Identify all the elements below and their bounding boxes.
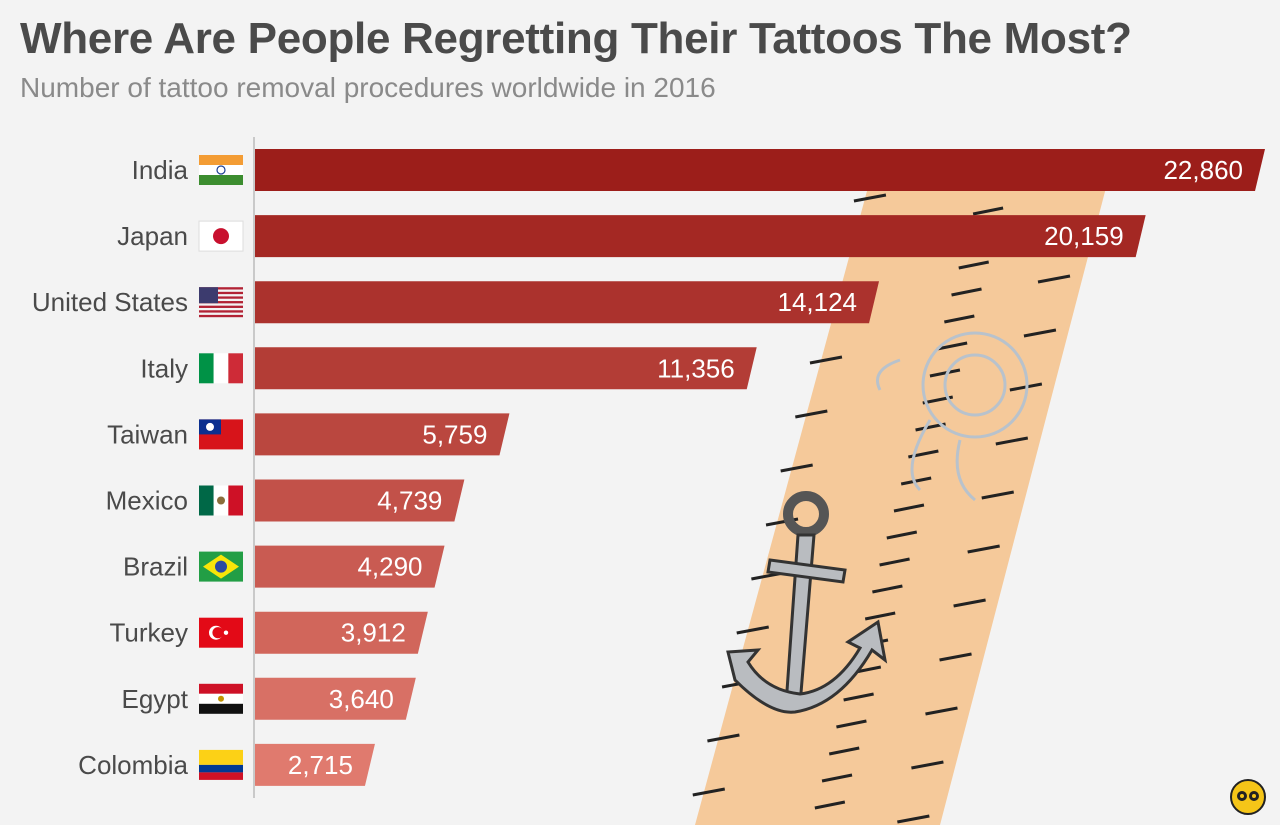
category-label: India	[132, 155, 189, 185]
arm-hair-stroke	[828, 746, 860, 756]
arm-hair-stroke	[736, 625, 769, 635]
bar-colombia	[255, 743, 375, 786]
arm-hair-stroke	[936, 341, 968, 351]
tattooed-arm-illustration	[692, 180, 1108, 825]
brazil-flag-icon	[199, 551, 243, 582]
arm-hair-stroke	[929, 368, 961, 378]
arm-hair-stroke	[843, 692, 874, 702]
value-label: 4,290	[357, 552, 422, 582]
arm-hair-stroke	[872, 584, 903, 594]
bar-taiwan	[255, 413, 510, 456]
arm-hair-stroke	[900, 476, 932, 486]
arm-hair-stroke	[958, 260, 990, 270]
category-label: Mexico	[106, 486, 188, 516]
arm-hair-stroke	[853, 193, 887, 203]
colombia-flag-icon	[199, 749, 243, 780]
category-label: Japan	[117, 221, 188, 251]
chart-subtitle: Number of tattoo removal procedures worl…	[20, 72, 716, 103]
category-label: Turkey	[110, 618, 189, 648]
arm-hair-stroke	[692, 787, 726, 797]
value-label: 3,912	[341, 618, 406, 648]
category-label: Taiwan	[107, 419, 188, 449]
category-label: Colombia	[78, 750, 188, 780]
category-label: Brazil	[123, 552, 188, 582]
value-label: 22,860	[1163, 155, 1243, 185]
bar-india	[255, 149, 1265, 191]
arm-hair-stroke	[939, 652, 972, 662]
value-label: 5,759	[422, 419, 487, 449]
turkey-flag-icon	[199, 617, 243, 648]
value-label: 14,124	[777, 287, 857, 317]
arm-hair-stroke	[972, 206, 1004, 216]
bar-japan	[255, 215, 1146, 258]
arm-hair-stroke	[795, 409, 828, 419]
arm-hair-stroke	[864, 611, 896, 621]
arm-hair-stroke	[1023, 328, 1057, 338]
rose-tattoo-icon	[876, 331, 1029, 502]
arm-shape	[695, 180, 1108, 825]
category-label: Egypt	[122, 684, 189, 714]
arm-hair-stroke	[981, 490, 1015, 500]
arm-hair-stroke	[951, 287, 982, 297]
arm-hair-stroke	[707, 733, 740, 743]
value-label: 3,640	[329, 684, 394, 714]
arm-hair-stroke	[897, 814, 930, 824]
egypt-flag-icon	[199, 683, 243, 714]
arm-hair-stroke	[953, 598, 986, 608]
brand-logo-icon	[1230, 779, 1266, 815]
chart-title: Where Are People Regretting Their Tattoo…	[20, 14, 1132, 63]
value-label: 2,715	[288, 750, 353, 780]
usa-flag-icon	[199, 287, 243, 318]
bar-italy	[255, 347, 757, 390]
bar-brazil	[255, 545, 445, 588]
bar-egypt	[255, 677, 416, 720]
arm-hair-stroke	[886, 530, 918, 540]
value-label: 20,159	[1044, 221, 1124, 251]
arm-hair-stroke	[809, 355, 843, 365]
value-label: 11,356	[657, 353, 735, 383]
mexico-flag-icon	[199, 485, 243, 516]
italy-flag-icon	[199, 353, 243, 384]
japan-flag-icon	[198, 220, 244, 252]
arm-hair-stroke	[879, 557, 910, 567]
arm-hair-stroke	[1037, 274, 1071, 284]
arm-hair-stroke	[995, 436, 1029, 446]
arm-hair-stroke	[836, 719, 867, 729]
bar-turkey	[255, 611, 428, 654]
arm-hair-stroke	[814, 800, 846, 810]
india-flag-icon	[199, 155, 243, 185]
arm-hair-stroke	[944, 314, 975, 324]
anchor-tattoo-icon	[726, 491, 888, 714]
arm-hair-stroke	[821, 773, 853, 783]
category-label: Italy	[140, 353, 188, 383]
arm-hair-stroke	[780, 463, 813, 473]
category-label: United States	[32, 287, 188, 317]
arm-hair-stroke	[925, 706, 958, 716]
arm-hair-stroke	[893, 503, 925, 513]
bar-united-states	[255, 281, 880, 324]
value-label: 4,739	[377, 486, 442, 516]
bar-mexico	[255, 479, 465, 522]
arm-hair-stroke	[911, 760, 944, 770]
arm-hair-stroke	[967, 544, 1000, 554]
taiwan-flag-icon	[199, 419, 243, 450]
bars-group: 22,860 20,159 14,124 11,356 5,759 4,739 4,290 3…	[255, 149, 1265, 786]
